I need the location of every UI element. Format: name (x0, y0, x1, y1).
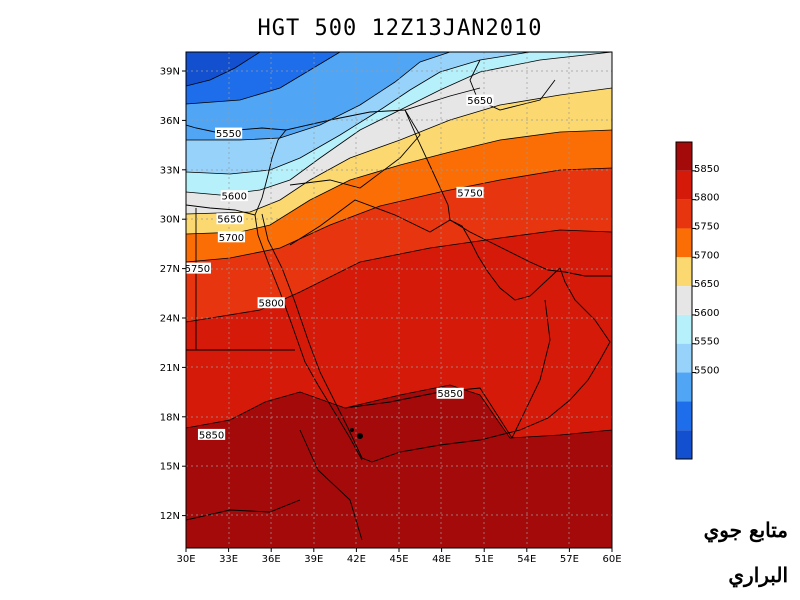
turkey-east-border (285, 87, 481, 131)
lat-tick-label: 12N (160, 511, 180, 522)
latitude-axis: 39N 36N 33N 30N 27N 24N 21N 18N 15N 12N (160, 67, 186, 522)
colorbar-labels: 5850 5800 5750 5700 5650 5600 5550 5500 (692, 164, 719, 377)
saudi-oman-border (511, 299, 551, 439)
lat-tick-label: 33N (160, 165, 180, 176)
saudi-iraq-border (289, 199, 451, 246)
persian-gulf-coast (449, 219, 561, 301)
svg-text:5800: 5800 (258, 299, 283, 310)
svg-text:5650: 5650 (217, 215, 242, 226)
contour-labels: 5550 5600 5650 5700 5750 5800 5850 5850 5750 5650 (185, 94, 494, 441)
colorbar-box (676, 372, 692, 402)
lon-tick-label: 54E (517, 554, 536, 565)
band-5350 (186, 52, 260, 86)
contour-label: 5550 (215, 127, 243, 140)
contour-label: 5650 (466, 94, 494, 107)
caspian-coast (469, 59, 556, 111)
lon-tick-label: 48E (432, 554, 451, 565)
lat-tick-label: 30N (160, 215, 180, 226)
signature-line1: متابع جوي (703, 518, 788, 542)
contour-label: 5700 (217, 231, 246, 244)
colorbar-label: 5600 (694, 308, 719, 319)
signature-line2: البراري (728, 563, 788, 587)
lon-tick-label: 30E (176, 554, 195, 565)
colorbar-box (676, 170, 692, 200)
contour-label: 5750 (456, 186, 484, 199)
lat-tick-label: 18N (160, 412, 180, 423)
lon-tick-label: 36E (262, 554, 281, 565)
colorbar-box (676, 142, 692, 171)
colorbar-box (676, 199, 692, 229)
colorbar-box (676, 257, 692, 287)
gulf-of-aden-coast (371, 399, 571, 463)
lon-tick-label: 51E (475, 554, 494, 565)
contour-label: 5650 (216, 213, 244, 226)
lakes (350, 428, 363, 439)
lon-tick-label: 33E (219, 554, 238, 565)
lon-tick-label: 42E (347, 554, 366, 565)
colorbar-label: 5700 (694, 250, 719, 261)
red-sea-east-coast (261, 213, 373, 463)
colorbar-label: 5800 (694, 193, 719, 204)
lat-tick-label: 39N (160, 67, 180, 78)
contour-label: 5850 (436, 387, 464, 400)
contour-label: 5750 (185, 262, 211, 275)
svg-text:5850: 5850 (437, 389, 462, 400)
lat-tick-label: 21N (160, 363, 180, 374)
contour-label: 5800 (257, 297, 285, 310)
contour-lines (186, 52, 612, 439)
colorbar-label: 5500 (694, 366, 719, 377)
gridlines (186, 52, 612, 548)
map-title: HGT 500 12Z13JAN2010 (257, 16, 543, 41)
colorbar-label: 5750 (694, 221, 719, 232)
colorbar-box (676, 228, 692, 258)
red-sea-west-coast (254, 214, 363, 461)
colorbar-box (676, 430, 692, 459)
svg-text:5750: 5750 (457, 188, 482, 199)
filled-contours: 5550 5600 5650 5700 5750 5800 5850 5850 5750 5650 (185, 52, 612, 548)
lat-tick-label: 27N (160, 264, 180, 275)
svg-text:5600: 5600 (222, 192, 247, 203)
lon-tick-label: 45E (389, 554, 408, 565)
syria-iraq-border (289, 109, 421, 189)
lon-tick-label: 60E (602, 554, 621, 565)
contour-label: 5850 (197, 428, 226, 441)
colorbar-box (676, 286, 692, 315)
ethiopia-border (299, 429, 363, 541)
colorbar-box (676, 401, 692, 431)
colorbar-box (676, 314, 692, 344)
svg-text:5700: 5700 (219, 233, 244, 244)
colorbar-label: 5850 (694, 164, 719, 175)
iran-coast (449, 219, 612, 277)
lon-tick-label: 57E (560, 554, 579, 565)
svg-text:5650: 5650 (467, 96, 492, 107)
lat-tick-label: 24N (160, 314, 180, 325)
svg-text:5550: 5550 (216, 129, 241, 140)
lat-tick-label: 15N (160, 462, 180, 473)
colorbar-boxes (675, 141, 693, 460)
svg-text:5850: 5850 (199, 430, 224, 441)
longitude-axis: 30E 33E 36E 39E 42E 45E 48E 51E 54E 57E 60E (176, 548, 622, 565)
colorbar-label: 5650 (694, 279, 719, 290)
lat-tick-label: 36N (160, 116, 180, 127)
contour-label: 5600 (220, 190, 248, 203)
colorbar-label: 5550 (694, 337, 719, 348)
mediterranean-coast (186, 129, 287, 216)
arabian-sea-coast (559, 267, 611, 401)
lon-tick-label: 39E (304, 554, 323, 565)
svg-text:5750: 5750 (185, 264, 210, 275)
colorbar-box (676, 343, 692, 373)
